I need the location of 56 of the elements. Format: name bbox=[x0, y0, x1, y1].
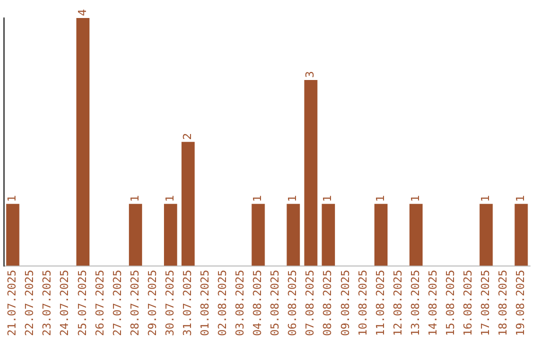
bar bbox=[182, 142, 195, 266]
bar bbox=[76, 18, 90, 266]
data-label: 1 bbox=[251, 194, 264, 202]
bar bbox=[304, 80, 318, 266]
bar bbox=[374, 204, 388, 266]
x-tick-label: 29.07.2025 bbox=[146, 270, 159, 336]
x-tick-label: 16.08.2025 bbox=[461, 270, 474, 336]
x-tick-label: 12.08.2025 bbox=[391, 270, 404, 336]
x-tick-label: 25.07.2025 bbox=[76, 270, 89, 336]
x-tick-label: 07.08.2025 bbox=[304, 270, 317, 336]
data-label: 1 bbox=[321, 194, 334, 202]
x-tick-label: 11.08.2025 bbox=[374, 270, 387, 336]
data-label: 1 bbox=[6, 194, 19, 202]
bar bbox=[514, 204, 528, 266]
bar bbox=[480, 204, 493, 266]
x-tick-label: 23.07.2025 bbox=[40, 270, 54, 336]
x-tick-label: 15.08.2025 bbox=[444, 270, 457, 336]
x-tick-label: 13.08.2025 bbox=[408, 270, 422, 336]
data-label: 3 bbox=[304, 70, 317, 78]
x-tick-label: 26.07.2025 bbox=[93, 270, 106, 336]
x-tick-label: 24.07.2025 bbox=[58, 270, 72, 336]
x-tick-label: 18.08.2025 bbox=[496, 270, 510, 336]
x-tick-label: 09.08.2025 bbox=[338, 270, 352, 336]
x-tick-label: 21.07.2025 bbox=[6, 270, 19, 336]
data-label: 1 bbox=[128, 194, 142, 202]
x-tick-label: 14.08.2025 bbox=[426, 270, 440, 336]
x-tick-label: 05.08.2025 bbox=[268, 270, 282, 336]
bar bbox=[409, 204, 423, 266]
x-tick-label: 02.08.2025 bbox=[216, 270, 230, 336]
x-tick-label: 22.07.2025 bbox=[23, 270, 36, 336]
x-tick-label: 17.08.2025 bbox=[479, 270, 492, 336]
data-label: 1 bbox=[374, 194, 387, 202]
x-tick-label: 31.07.2025 bbox=[180, 270, 194, 336]
bar bbox=[286, 204, 300, 266]
x-tick-label: 01.08.2025 bbox=[198, 270, 212, 336]
x-tick-label: 19.08.2025 bbox=[514, 270, 528, 336]
x-tick-label: 10.08.2025 bbox=[356, 270, 370, 336]
x-tick-label: 04.08.2025 bbox=[251, 270, 264, 336]
data-label: 4 bbox=[76, 9, 89, 16]
bar bbox=[128, 204, 142, 266]
bar bbox=[6, 204, 20, 266]
bar bbox=[252, 204, 265, 266]
bar bbox=[322, 204, 335, 266]
data-label: 1 bbox=[408, 194, 422, 202]
data-label: 2 bbox=[180, 132, 194, 140]
data-label: 1 bbox=[479, 194, 492, 202]
data-label: 1 bbox=[514, 194, 528, 202]
x-tick-label: 08.08.2025 bbox=[321, 270, 334, 336]
data-label: 1 bbox=[163, 194, 176, 202]
x-tick-label: 03.08.2025 bbox=[234, 270, 247, 336]
x-tick-label: 27.07.2025 bbox=[110, 270, 124, 336]
x-tick-label: 06.08.2025 bbox=[286, 270, 300, 336]
bar bbox=[164, 204, 178, 266]
x-tick-label: 30.07.2025 bbox=[163, 270, 176, 336]
data-label: 1 bbox=[286, 194, 300, 202]
x-tick-label: 28.07.2025 bbox=[128, 270, 142, 336]
